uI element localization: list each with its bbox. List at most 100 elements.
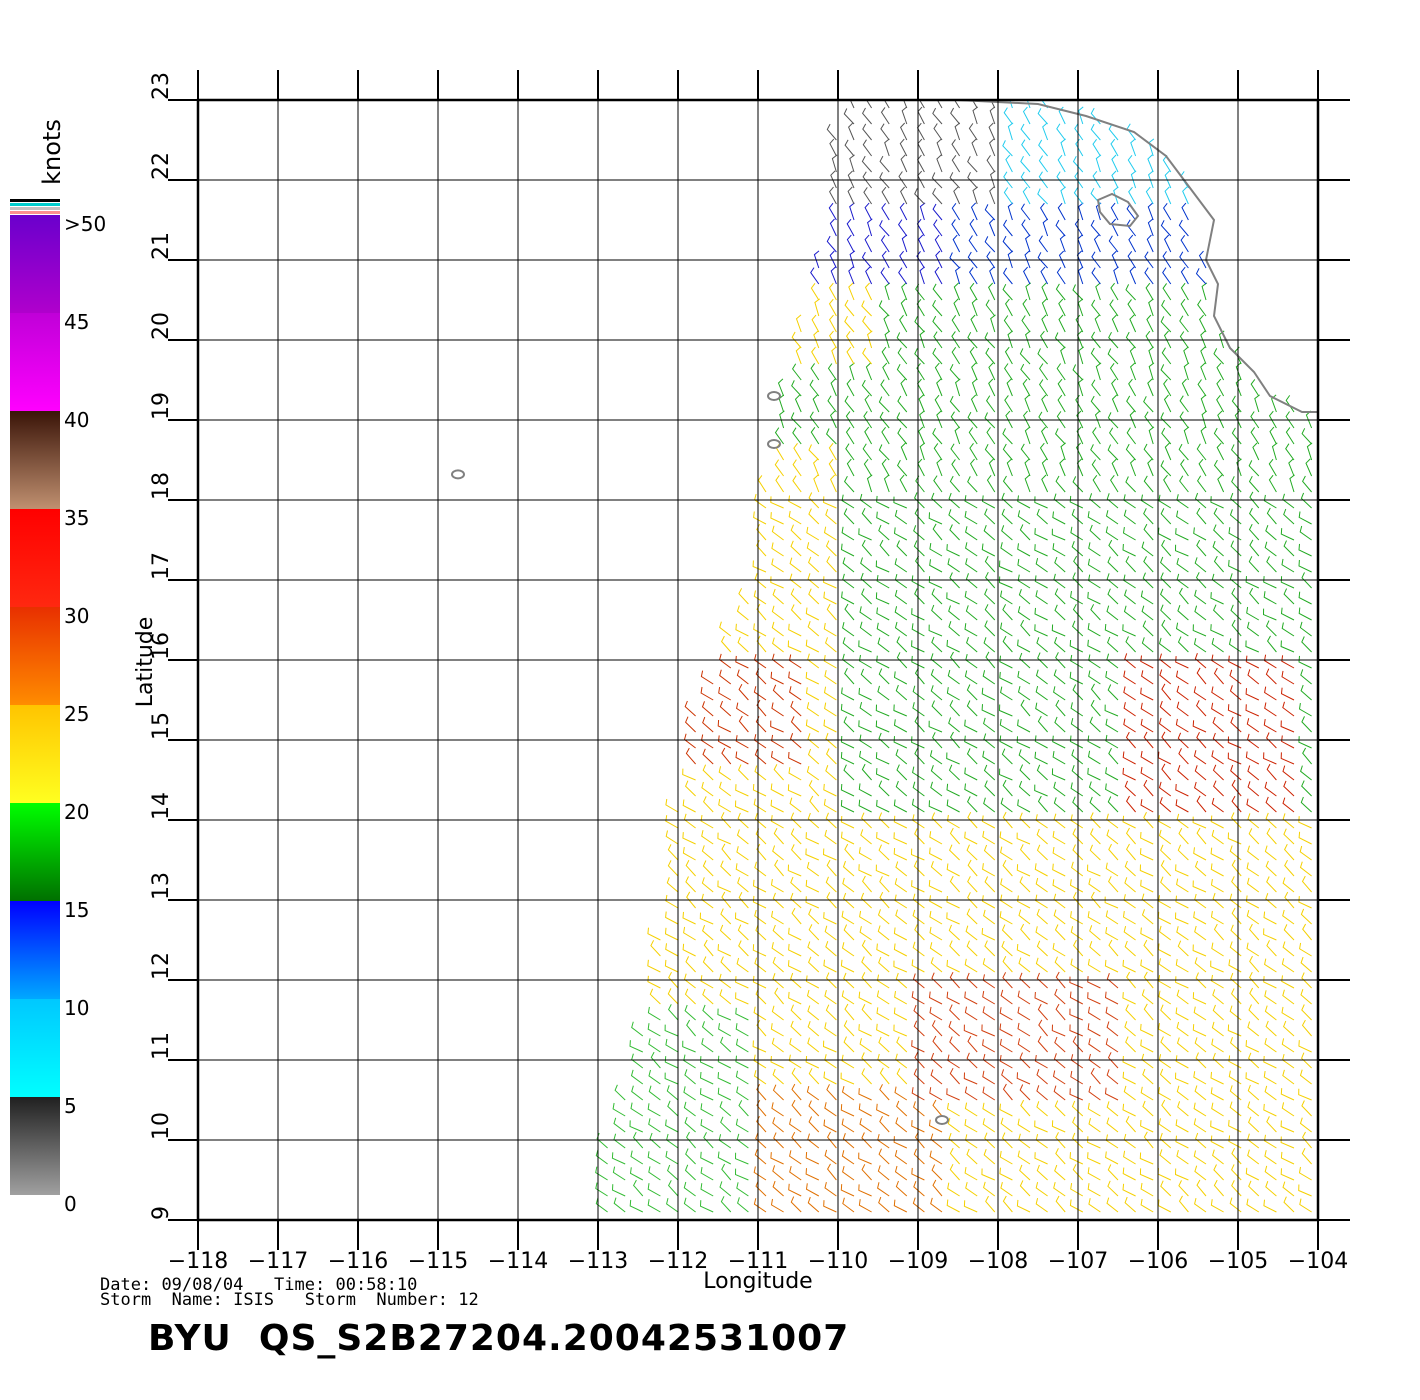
wind-barb [1263,976,1277,989]
wind-barb [982,958,996,973]
wind-barb [1162,267,1172,285]
wind-barb [841,1150,855,1165]
wind-barb [1266,763,1277,781]
wind-barb [1264,1005,1277,1021]
wind-barb [1266,940,1277,957]
wind-barb [876,1023,890,1037]
wind-barb [1022,378,1031,397]
wind-barb [1109,363,1119,381]
wind-barb [1194,893,1207,909]
wind-barb [806,765,820,781]
wind-barb [929,559,943,573]
wind-barb [894,589,908,605]
wind-barb [1036,508,1048,525]
wind-barb [772,1180,784,1197]
wind-barb [1301,636,1312,653]
wind-barb [1139,1168,1154,1181]
wind-barb [1264,1165,1277,1181]
lon-tick-label: −116 [328,1249,388,1274]
wind-barb [1282,813,1295,829]
wind-barb [999,1007,1013,1021]
wind-barb [1125,284,1136,301]
wind-barb [1060,186,1066,205]
wind-barb [1305,458,1313,477]
wind-barb [1140,1182,1154,1197]
wind-barb [790,1196,802,1213]
wind-barb [1054,716,1066,733]
wind-barb [878,1196,890,1213]
wind-barb [683,926,696,941]
wind-barb [928,720,943,733]
wind-barb [1281,655,1295,669]
wind-barb [807,1196,820,1213]
wind-barb [1193,1071,1207,1085]
wind-barb [971,100,978,109]
wind-barb [1122,815,1136,829]
wind-barb [950,107,960,125]
wind-barb [894,991,908,1005]
wind-barb [813,250,820,269]
wind-barb [1038,139,1048,157]
wind-barb [882,362,890,381]
wind-barb [842,557,855,573]
wind-barb [1107,636,1119,653]
wind-barb [1230,716,1242,733]
wind-barb [1247,845,1260,861]
wind-barb [1212,892,1224,909]
wind-barb [825,972,837,989]
wind-barb [877,1053,890,1069]
wind-barb [1161,683,1172,701]
wind-barb [827,395,837,413]
wind-barb [826,1131,837,1149]
wind-barb [849,362,855,381]
wind-barb [771,525,784,541]
wind-barb [876,622,890,637]
wind-barb [1298,1166,1312,1181]
wind-barb [1087,992,1101,1005]
wind-barb [1212,540,1224,557]
wind-barb [1285,395,1295,413]
wind-barb [1104,1087,1119,1101]
wind-barb [1194,1197,1207,1213]
wind-barb [1110,282,1119,301]
wind-barb [666,1085,679,1101]
wind-barb [805,639,820,653]
wind-barb [1140,1086,1154,1101]
wind-barb [1299,942,1312,957]
wind-barb [1140,590,1154,605]
wind-barb [1175,1007,1189,1021]
wind-barb [878,844,890,861]
wind-barb [859,910,872,925]
wind-barb [1126,219,1136,237]
wind-barb [877,637,890,653]
wind-barb [1021,139,1031,157]
wind-barb [1161,347,1172,365]
wind-barb [648,1069,661,1085]
wind-barb [1069,1024,1083,1037]
wind-barb [1076,458,1084,477]
wind-barb [827,363,837,381]
wind-barb [844,315,855,333]
wind-barb [954,122,961,141]
wind-barb [1211,797,1224,813]
wind-barb [774,987,784,1005]
wind-barb [771,653,784,669]
wind-barb [947,669,960,685]
wind-barb [805,975,820,989]
wind-barb [894,1086,908,1101]
wind-barb [893,927,908,941]
wind-barb [1280,752,1295,765]
wind-barb [1090,331,1101,349]
wind-barb [790,716,802,733]
wind-barb [1036,908,1048,925]
wind-barb [718,973,732,989]
wind-barb [684,1004,696,1021]
wind-barb [807,653,820,669]
wind-barb [918,394,925,413]
wind-barb [1052,543,1066,557]
wind-barb [685,956,696,973]
wind-barb [1091,251,1101,269]
wind-barb [876,990,890,1005]
wind-barb [967,411,978,429]
wind-barb [877,1182,890,1197]
